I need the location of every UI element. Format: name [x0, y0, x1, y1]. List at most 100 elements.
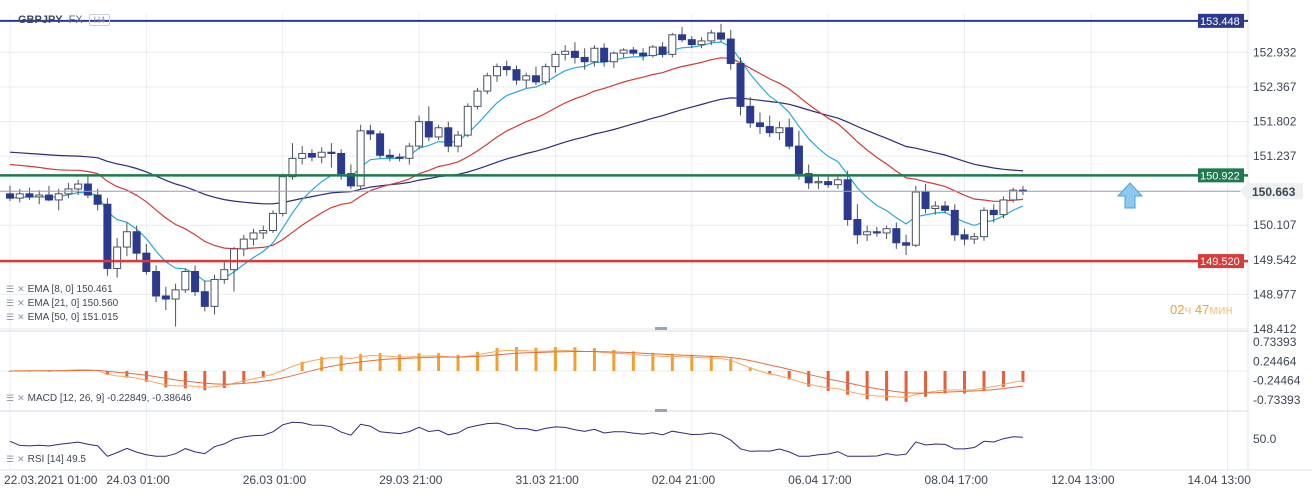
- macd-histogram-bar: [904, 371, 908, 402]
- candle-body: [794, 145, 803, 175]
- macd-histogram-bar: [592, 348, 596, 371]
- candle-body: [93, 194, 102, 205]
- candle-body: [424, 121, 433, 138]
- candle-body: [15, 193, 24, 199]
- legend-macd[interactable]: ☰ ✕ MACD [12, 26, 9] -0.22849, -0.38646: [6, 393, 192, 404]
- time-tick-label: 08.04 17:00: [925, 473, 989, 487]
- candle-body: [629, 49, 638, 54]
- candle-countdown: 02ч 47мин: [1170, 302, 1233, 317]
- candle-body: [35, 194, 44, 198]
- candle-body: [385, 154, 394, 158]
- candle-body: [171, 289, 180, 300]
- candle-body: [161, 295, 170, 300]
- close-icon[interactable]: ✕: [17, 312, 25, 322]
- candle-body: [570, 50, 579, 58]
- candle-body: [200, 291, 209, 307]
- close-icon[interactable]: ✕: [17, 393, 25, 403]
- candle-body: [191, 271, 200, 293]
- macd-histogram-bar: [982, 371, 986, 391]
- candle-body: [512, 69, 521, 81]
- macd-histogram-bar: [651, 352, 655, 371]
- candle-body: [833, 179, 842, 186]
- candle-body: [298, 152, 307, 159]
- timeframe-button[interactable]: H4: [88, 14, 111, 26]
- legend-rsi[interactable]: ☰ ✕ RSI [14] 49.5: [6, 454, 86, 465]
- candle-body: [941, 205, 950, 211]
- legend-ema50[interactable]: ☰ ✕ EMA [50, 0] 151.015: [6, 312, 118, 323]
- candle-body: [580, 56, 589, 63]
- level-resistance-tag: [1198, 168, 1244, 183]
- candle-body: [853, 219, 862, 236]
- candle-body: [931, 205, 940, 210]
- macd-histogram-bar: [378, 353, 382, 371]
- candle-body: [288, 157, 297, 178]
- macd-line: [9, 349, 1024, 398]
- macd-tick-label: 0.73393: [1253, 335, 1297, 349]
- candle-body: [522, 75, 531, 81]
- macd-histogram-bar: [398, 354, 402, 371]
- time-tick-label: 22.03.2021 01:00: [4, 473, 98, 487]
- candle-body: [911, 191, 920, 246]
- candle-body: [668, 34, 677, 55]
- candle-body: [814, 181, 823, 184]
- countdown-minutes: 47: [1194, 302, 1210, 317]
- rsi-line: [9, 421, 1024, 457]
- candle-body: [83, 183, 92, 196]
- candle-body: [902, 242, 911, 246]
- macd-histogram-bar: [709, 355, 713, 371]
- time-tick-label: 29.03 21:00: [379, 473, 443, 487]
- candle-body: [6, 193, 14, 199]
- market-label: FX: [68, 14, 83, 26]
- macd-histogram-bar: [631, 351, 635, 371]
- candle-body: [921, 191, 930, 210]
- legend-ema50-label: EMA [50, 0] 151.015: [27, 312, 119, 323]
- candle-body: [609, 52, 618, 63]
- close-icon[interactable]: ✕: [17, 284, 25, 294]
- ema21-line: [9, 57, 1024, 250]
- legend-ema8[interactable]: ☰ ✕ EMA [8, 0] 150.461: [6, 284, 113, 295]
- macd-histogram-bar: [339, 355, 343, 371]
- settings-icon[interactable]: ☰: [6, 284, 15, 294]
- macd-histogram-bar: [787, 371, 791, 380]
- close-icon[interactable]: ✕: [17, 298, 25, 308]
- macd-histogram-bar: [807, 371, 811, 387]
- candle-body: [444, 127, 453, 147]
- settings-icon[interactable]: ☰: [6, 454, 15, 464]
- level-resistance-tag-label: 150.922: [1200, 170, 1240, 182]
- candle-body: [687, 39, 696, 46]
- macd-histogram-bar: [612, 349, 616, 371]
- time-tick-label: 02.04 21:00: [652, 473, 716, 487]
- settings-icon[interactable]: ☰: [6, 312, 15, 322]
- macd-histogram-bar: [885, 371, 889, 401]
- close-icon[interactable]: ✕: [17, 454, 25, 464]
- current-price-arrow: [1240, 183, 1247, 200]
- macd-histogram-bar: [865, 371, 869, 400]
- macd-histogram-bar: [437, 353, 441, 371]
- price-tick-label: 152.367: [1253, 80, 1297, 94]
- candle-body: [473, 90, 482, 107]
- settings-icon[interactable]: ☰: [6, 298, 15, 308]
- candle-body: [122, 231, 131, 248]
- macd-histogram-bar: [417, 353, 421, 371]
- macd-histogram-bar: [924, 371, 928, 397]
- macd-histogram-bar: [456, 354, 460, 371]
- candle-body: [561, 50, 570, 55]
- candle-body: [113, 246, 122, 269]
- candle-body: [843, 179, 852, 221]
- candle-body: [317, 151, 326, 158]
- candle-body: [960, 234, 969, 240]
- candle-body: [619, 49, 628, 54]
- candle-body: [327, 151, 336, 154]
- macd-histogram-bar: [261, 371, 265, 378]
- candle-body: [980, 209, 988, 238]
- time-tick-label: 14.04 13:00: [1188, 473, 1252, 487]
- settings-icon[interactable]: ☰: [6, 393, 15, 403]
- macd-histogram-bar: [748, 367, 752, 371]
- legend-ema21[interactable]: ☰ ✕ EMA [21, 0] 150.560: [6, 298, 118, 309]
- candle-body: [755, 122, 764, 128]
- legend-ema21-label: EMA [21, 0] 150.560: [27, 298, 119, 309]
- instrument-header: GBPJPY FX H4: [18, 14, 111, 26]
- candle-body: [989, 209, 998, 216]
- time-tick-label: 31.03 21:00: [515, 473, 579, 487]
